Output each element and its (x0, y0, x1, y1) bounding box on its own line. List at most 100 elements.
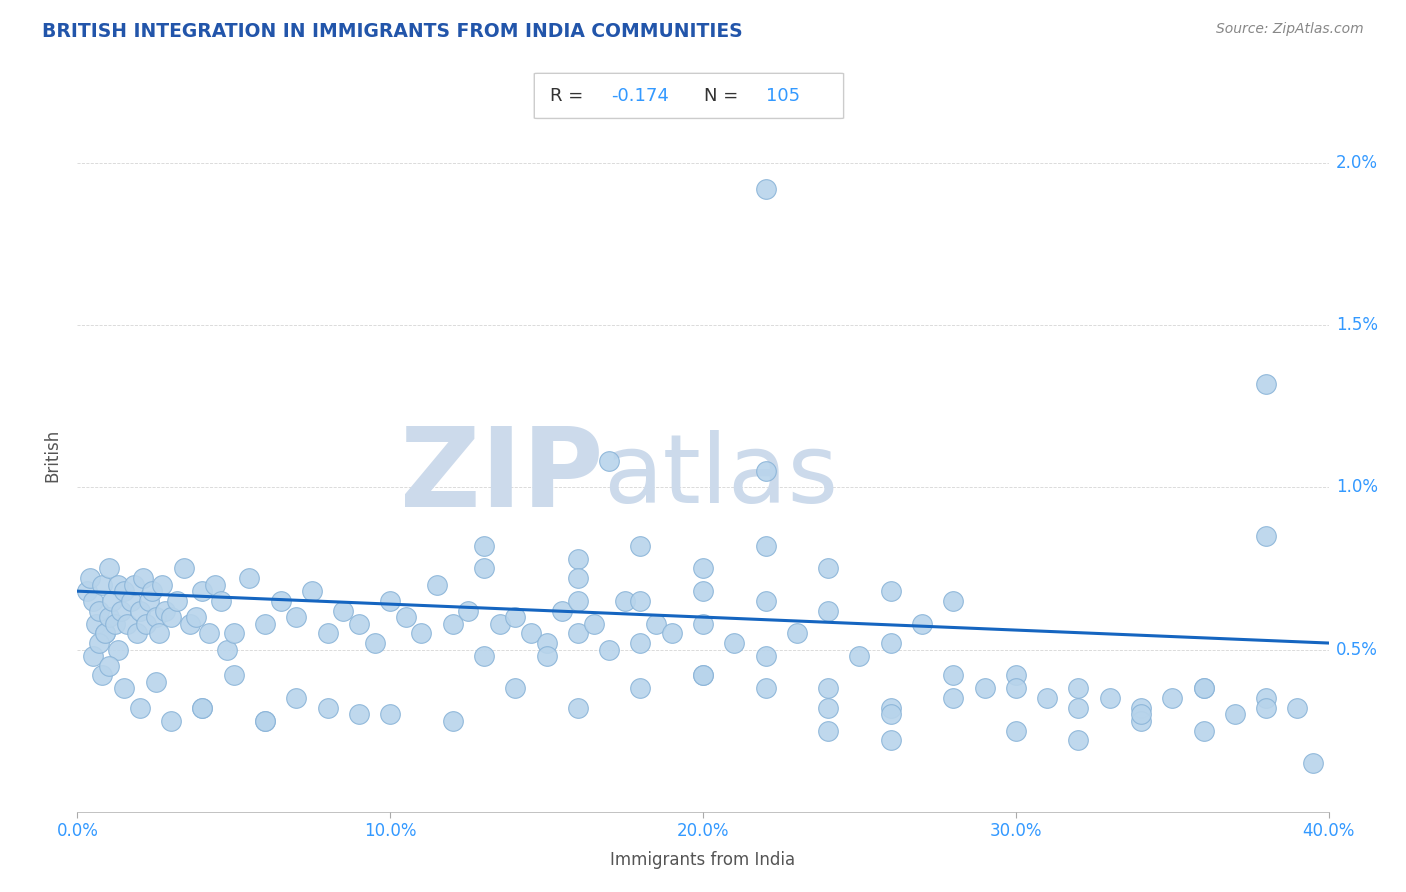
Point (520, 626, 543, 640)
Point (692, 616, 714, 631)
Text: N =: N = (704, 87, 744, 105)
Point (301, 584, 323, 599)
Point (253, 616, 276, 631)
Point (1256, 376, 1278, 391)
Point (1005, 668, 1028, 682)
Point (141, 584, 163, 599)
Text: atlas: atlas (603, 430, 838, 523)
Point (692, 561, 714, 575)
Point (505, 681, 527, 696)
Point (942, 691, 965, 706)
Point (253, 714, 276, 728)
Point (217, 642, 239, 657)
Point (488, 616, 510, 631)
Point (89, 604, 111, 618)
Point (755, 464, 778, 478)
Point (1130, 714, 1153, 728)
Text: 2.0%: 2.0% (1336, 154, 1378, 172)
Point (426, 577, 449, 591)
Text: 1.0%: 1.0% (1336, 478, 1378, 496)
Point (160, 714, 183, 728)
Point (645, 616, 668, 631)
Point (117, 616, 139, 631)
Point (755, 594, 778, 608)
Point (82, 648, 104, 663)
Point (91, 668, 114, 682)
Point (97, 658, 120, 673)
Point (166, 594, 188, 608)
Point (209, 594, 232, 608)
Point (138, 594, 160, 608)
Point (582, 616, 605, 631)
Point (107, 642, 129, 657)
Point (173, 561, 195, 575)
Point (1192, 681, 1215, 696)
Point (380, 594, 402, 608)
Point (567, 626, 589, 640)
Point (94, 626, 117, 640)
Point (942, 668, 965, 682)
Point (285, 691, 308, 706)
Point (316, 701, 339, 715)
Point (505, 610, 527, 624)
Text: Source: ZipAtlas.com: Source: ZipAtlas.com (1216, 22, 1364, 37)
Point (441, 616, 464, 631)
Point (204, 577, 226, 591)
Point (270, 594, 292, 608)
Point (1067, 681, 1090, 696)
Point (135, 616, 157, 631)
Point (145, 610, 167, 624)
Point (755, 681, 778, 696)
Point (942, 594, 965, 608)
Point (120, 594, 142, 608)
Point (191, 701, 214, 715)
Point (1256, 691, 1278, 706)
Point (441, 714, 464, 728)
Point (817, 723, 839, 738)
Point (567, 571, 589, 585)
X-axis label: Immigrants from India: Immigrants from India (610, 851, 796, 869)
Point (1036, 691, 1059, 706)
Point (598, 454, 620, 468)
Point (82, 594, 104, 608)
Point (97, 610, 120, 624)
Point (107, 577, 129, 591)
Text: 1.5%: 1.5% (1336, 316, 1378, 334)
Point (1161, 691, 1184, 706)
Text: 105: 105 (766, 87, 800, 105)
Point (911, 616, 934, 631)
Point (97, 561, 120, 575)
Point (148, 626, 170, 640)
Point (411, 626, 433, 640)
Point (472, 539, 495, 553)
Point (880, 701, 903, 715)
Point (129, 604, 152, 618)
Point (1005, 723, 1028, 738)
Text: 0.5%: 0.5% (1336, 640, 1378, 658)
Point (723, 636, 745, 650)
Point (630, 594, 652, 608)
Point (536, 636, 558, 650)
Point (1098, 691, 1121, 706)
Point (817, 681, 839, 696)
Point (613, 594, 636, 608)
Point (132, 571, 155, 585)
Point (316, 626, 339, 640)
Point (347, 707, 370, 722)
Point (536, 648, 558, 663)
Point (186, 610, 208, 624)
Point (122, 577, 145, 591)
Point (1067, 701, 1090, 715)
Point (222, 626, 245, 640)
Point (150, 577, 173, 591)
FancyBboxPatch shape (534, 73, 844, 119)
Point (692, 668, 714, 682)
Point (94, 626, 117, 640)
Point (692, 584, 714, 599)
Point (191, 584, 214, 599)
Point (84, 616, 107, 631)
Point (630, 636, 652, 650)
Point (191, 701, 214, 715)
Point (567, 594, 589, 608)
Point (786, 626, 808, 640)
